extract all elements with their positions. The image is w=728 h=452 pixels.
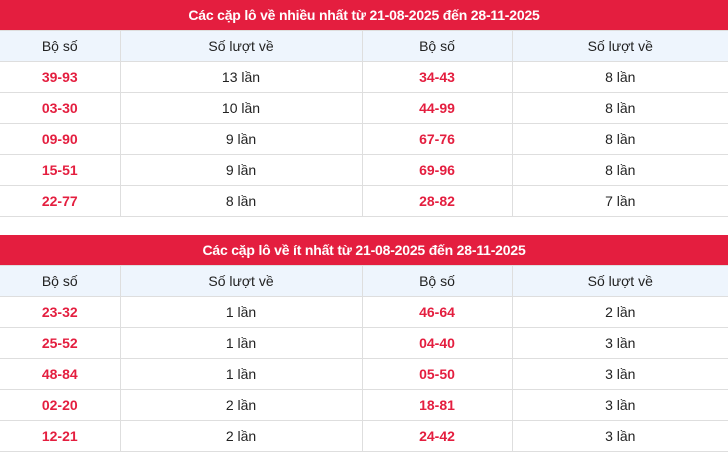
table-row: 39-93 13 lần 34-43 8 lần xyxy=(0,61,728,93)
count: 3 lần xyxy=(511,420,728,452)
section-gap xyxy=(0,217,728,235)
table-row: 03-30 10 lần 44-99 8 lần xyxy=(0,92,728,124)
count: 8 lần xyxy=(511,123,728,155)
count: 2 lần xyxy=(119,420,363,452)
pair-number: 23-32 xyxy=(0,296,121,328)
header-row: Bộ số Số lượt về Bộ số Số lượt về xyxy=(0,30,728,62)
pair-number: 04-40 xyxy=(361,327,513,359)
column-header: Số lượt về xyxy=(511,30,728,62)
table-row: 12-21 2 lần 24-42 3 lần xyxy=(0,420,728,452)
count: 2 lần xyxy=(511,296,728,328)
most-frequent-pairs-section: Các cặp lô về nhiều nhất từ 21-08-2025 đ… xyxy=(0,0,728,217)
table-row: 09-90 9 lần 67-76 8 lần xyxy=(0,123,728,155)
count: 3 lần xyxy=(511,358,728,390)
pair-number: 34-43 xyxy=(361,61,513,93)
table-row: 15-51 9 lần 69-96 8 lần xyxy=(0,154,728,186)
pair-number: 24-42 xyxy=(361,420,513,452)
count: 3 lần xyxy=(511,327,728,359)
column-header: Số lượt về xyxy=(119,30,363,62)
count: 8 lần xyxy=(511,92,728,124)
count: 9 lần xyxy=(119,154,363,186)
count: 10 lần xyxy=(119,92,363,124)
column-header: Bộ số xyxy=(0,30,121,62)
pair-number: 44-99 xyxy=(361,92,513,124)
count: 2 lần xyxy=(119,389,363,421)
count: 1 lần xyxy=(119,327,363,359)
column-header: Số lượt về xyxy=(119,265,363,297)
count: 8 lần xyxy=(511,154,728,186)
count: 1 lần xyxy=(119,296,363,328)
pair-number: 12-21 xyxy=(0,420,121,452)
count: 3 lần xyxy=(511,389,728,421)
count: 1 lần xyxy=(119,358,363,390)
pair-number: 69-96 xyxy=(361,154,513,186)
section-title: Các cặp lô về ít nhất từ 21-08-2025 đến … xyxy=(0,235,728,265)
pair-number: 48-84 xyxy=(0,358,121,390)
table-row: 48-84 1 lần 05-50 3 lần xyxy=(0,358,728,390)
table-row: 02-20 2 lần 18-81 3 lần xyxy=(0,389,728,421)
pair-number: 67-76 xyxy=(361,123,513,155)
column-header: Bộ số xyxy=(0,265,121,297)
pair-number: 18-81 xyxy=(361,389,513,421)
pair-number: 25-52 xyxy=(0,327,121,359)
column-header: Bộ số xyxy=(361,265,513,297)
count: 8 lần xyxy=(119,185,363,217)
pair-number: 09-90 xyxy=(0,123,121,155)
table-row: 23-32 1 lần 46-64 2 lần xyxy=(0,296,728,328)
pair-number: 39-93 xyxy=(0,61,121,93)
column-header: Số lượt về xyxy=(511,265,728,297)
header-row: Bộ số Số lượt về Bộ số Số lượt về xyxy=(0,265,728,297)
pair-number: 05-50 xyxy=(361,358,513,390)
count: 7 lần xyxy=(511,185,728,217)
pair-number: 03-30 xyxy=(0,92,121,124)
pairs-table: Bộ số Số lượt về Bộ số Số lượt về 39-93 13 lầ… xyxy=(0,30,728,217)
count: 9 lần xyxy=(119,123,363,155)
pairs-table: Bộ số Số lượt về Bộ số Số lượt về 23-32 1 lần… xyxy=(0,265,728,452)
section-title: Các cặp lô về nhiều nhất từ 21-08-2025 đ… xyxy=(0,0,728,30)
column-header: Bộ số xyxy=(361,30,513,62)
least-frequent-pairs-section: Các cặp lô về ít nhất từ 21-08-2025 đến … xyxy=(0,235,728,452)
pair-number: 02-20 xyxy=(0,389,121,421)
pair-number: 15-51 xyxy=(0,154,121,186)
count: 13 lần xyxy=(119,61,363,93)
table-row: 22-77 8 lần 28-82 7 lần xyxy=(0,185,728,217)
pair-number: 46-64 xyxy=(361,296,513,328)
pair-number: 22-77 xyxy=(0,185,121,217)
table-row: 25-52 1 lần 04-40 3 lần xyxy=(0,327,728,359)
count: 8 lần xyxy=(511,61,728,93)
pair-number: 28-82 xyxy=(361,185,513,217)
